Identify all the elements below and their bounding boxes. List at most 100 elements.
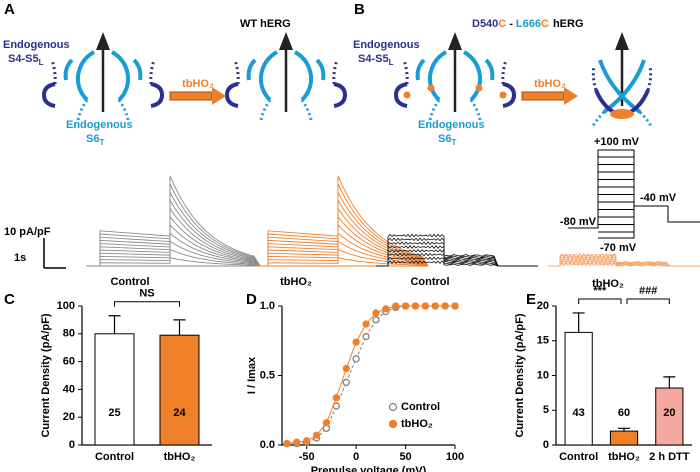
label-sub: T: [451, 138, 456, 147]
legend-label: Control: [401, 401, 440, 413]
y-tick-label: 80: [63, 328, 75, 340]
y-tick-label: 0.5: [260, 369, 275, 381]
data-point: [401, 302, 410, 310]
significance-label: NS: [139, 288, 154, 300]
data-point: [441, 302, 449, 310]
significance-bracket: [114, 301, 180, 307]
data-point: [303, 437, 311, 445]
current-trace: [86, 215, 261, 267]
data-point: [451, 302, 459, 310]
protocol-label: +100 mV: [594, 136, 640, 148]
label-sub: T: [99, 138, 104, 147]
error-bar: [572, 312, 585, 333]
data-point: [392, 302, 400, 310]
domain-label: S4-S5L: [358, 53, 394, 67]
data-point: [352, 338, 360, 346]
data-point: [342, 378, 350, 387]
panel-label: E: [526, 291, 536, 308]
x-axis-label: Prepulse voltage (mV): [311, 465, 427, 472]
current-trace: [376, 244, 538, 267]
title-part: C: [498, 18, 506, 30]
scale-bar: [43, 238, 66, 269]
data-point: [342, 364, 350, 373]
domain-label: S4-S5L: [8, 53, 44, 67]
protocol-label: -80 mV: [560, 216, 597, 228]
current-trace: [86, 257, 261, 267]
data-point: [352, 355, 360, 363]
x-tick-label: Control: [559, 451, 598, 463]
title-part: D540: [472, 18, 498, 30]
y-axis-label: I / Imax: [246, 356, 258, 394]
y-tick-label: 40: [63, 383, 75, 395]
current-trace: [376, 248, 538, 267]
panel-label: A: [4, 1, 15, 18]
x-tick-label: tbHO₂: [608, 451, 640, 463]
current-trace: [86, 183, 261, 267]
x-tick-label: 0: [353, 451, 359, 463]
y-tick-label: 0: [69, 439, 75, 451]
y-tick-label: 10: [537, 369, 549, 381]
channel-open: [225, 30, 347, 122]
y-tick-label: 5: [543, 404, 549, 416]
legend-marker: [388, 419, 398, 429]
y-tick-label: 15: [537, 335, 549, 347]
current-trace: [376, 256, 538, 267]
n-label: 20: [663, 407, 675, 419]
diagram-title: D540C - L666C hERG: [472, 18, 584, 30]
x-tick-label: -50: [299, 451, 315, 463]
channel-closed: [590, 32, 654, 129]
bar: [609, 430, 639, 446]
n-label: 43: [573, 407, 585, 419]
y-tick-label: 100: [57, 300, 75, 312]
treatment-label: tbHO₂: [534, 78, 566, 90]
y-tick-label: 0.0: [260, 439, 275, 451]
current-trace: [376, 260, 538, 267]
bar: [94, 333, 135, 446]
data-point: [382, 305, 390, 313]
domain-label: Endogenous: [66, 119, 133, 131]
error-bar: [618, 427, 630, 432]
title-part: L666: [516, 18, 541, 30]
data-point: [283, 439, 291, 448]
x-tick-label: 50: [399, 451, 411, 463]
current-trace: [86, 232, 261, 267]
data-point: [322, 419, 331, 427]
trace-label: tbHO₂: [280, 276, 312, 288]
current-trace: [254, 183, 429, 267]
label-sub: L: [389, 58, 394, 67]
current-trace: [86, 175, 261, 267]
legend-label: tbHO₂: [401, 418, 433, 430]
significance-bracket: [626, 298, 670, 304]
domain-label: Endogenous: [353, 39, 420, 51]
data-point: [332, 394, 341, 402]
data-point: [312, 431, 321, 439]
current-trace: [548, 262, 700, 267]
current-trace: [254, 223, 429, 267]
data-point: [362, 320, 370, 328]
error-bar: [663, 376, 676, 389]
protocol-label: -70 mV: [600, 242, 637, 254]
title-part: -: [509, 18, 513, 30]
y-tick-label: 1.0: [260, 300, 275, 312]
trace-label: tbHO₂: [592, 278, 624, 290]
x-tick-label: 2 h DTT: [649, 451, 690, 463]
label-main: S4-S5: [8, 53, 39, 65]
y-axis-label: Current Density (pA/pF): [514, 313, 526, 437]
n-label: 60: [618, 407, 630, 419]
domain-label: Endogenous: [418, 119, 485, 131]
bar: [159, 334, 200, 446]
y-tick-label: 0: [543, 439, 549, 451]
scale-label: 1s: [14, 252, 26, 264]
voltage-protocol: [568, 149, 700, 239]
data-point: [431, 302, 439, 310]
current-trace: [254, 257, 429, 267]
significance-label: ***: [593, 285, 607, 297]
current-trace: [254, 232, 429, 267]
protocol-label: -40 mV: [640, 192, 677, 204]
y-axis-label: Current Density (pA/pF): [40, 313, 52, 437]
current-trace: [86, 198, 261, 267]
n-label: 24: [173, 407, 186, 419]
current-trace: [376, 233, 538, 267]
